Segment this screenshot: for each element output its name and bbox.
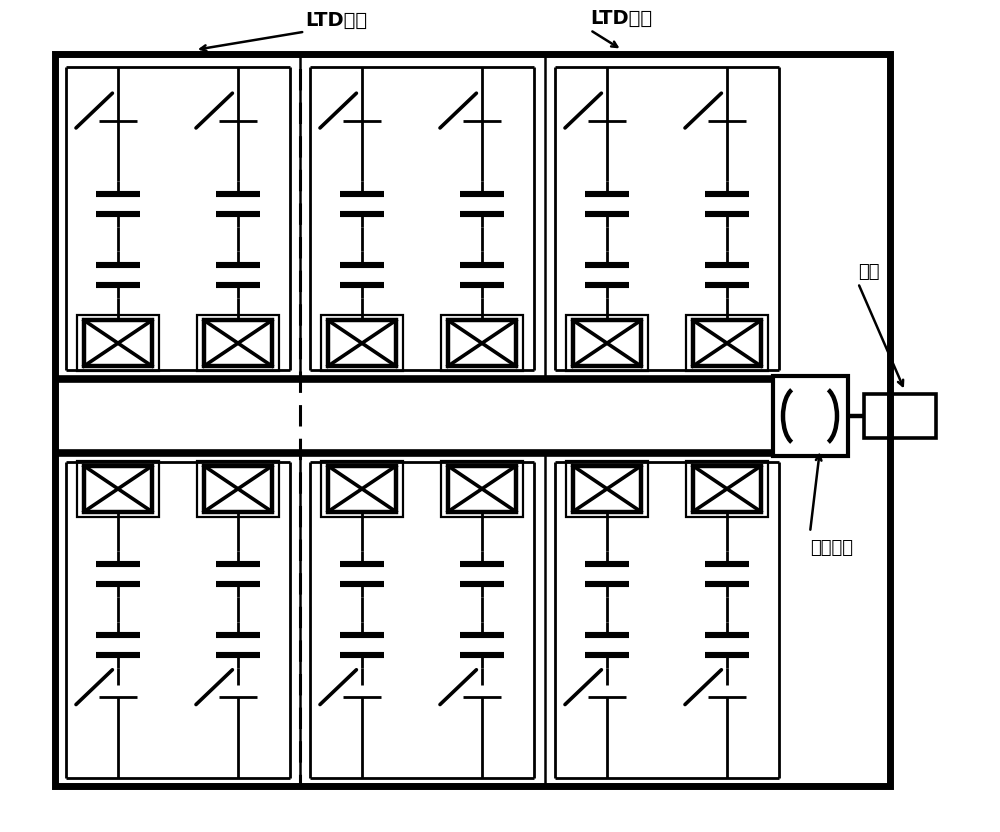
Bar bbox=[566, 315, 648, 371]
Bar bbox=[197, 461, 279, 517]
Bar bbox=[686, 315, 768, 371]
Bar bbox=[773, 376, 848, 455]
Bar bbox=[686, 461, 768, 517]
Bar bbox=[321, 461, 403, 517]
Text: LTD开关: LTD开关 bbox=[590, 9, 652, 28]
Bar bbox=[321, 315, 403, 371]
Bar bbox=[441, 315, 523, 371]
Bar bbox=[573, 466, 641, 512]
Bar bbox=[55, 54, 300, 786]
Bar bbox=[84, 320, 152, 366]
Bar bbox=[55, 379, 790, 453]
Bar bbox=[448, 466, 516, 512]
Bar bbox=[328, 466, 396, 512]
Bar bbox=[693, 320, 761, 366]
Bar bbox=[328, 320, 396, 366]
Bar bbox=[566, 461, 648, 517]
Bar bbox=[197, 315, 279, 371]
Bar bbox=[573, 320, 641, 366]
Text: 隔离开关: 隔离开关 bbox=[810, 539, 853, 557]
Bar bbox=[204, 320, 272, 366]
Bar bbox=[441, 461, 523, 517]
Bar bbox=[693, 466, 761, 512]
Bar bbox=[84, 466, 152, 512]
Bar bbox=[77, 461, 159, 517]
Bar bbox=[204, 466, 272, 512]
Text: 负载: 负载 bbox=[858, 263, 880, 281]
Text: LTD模块: LTD模块 bbox=[305, 11, 367, 30]
Bar bbox=[448, 320, 516, 366]
Bar bbox=[864, 394, 936, 438]
Bar bbox=[77, 315, 159, 371]
Bar bbox=[55, 54, 890, 786]
